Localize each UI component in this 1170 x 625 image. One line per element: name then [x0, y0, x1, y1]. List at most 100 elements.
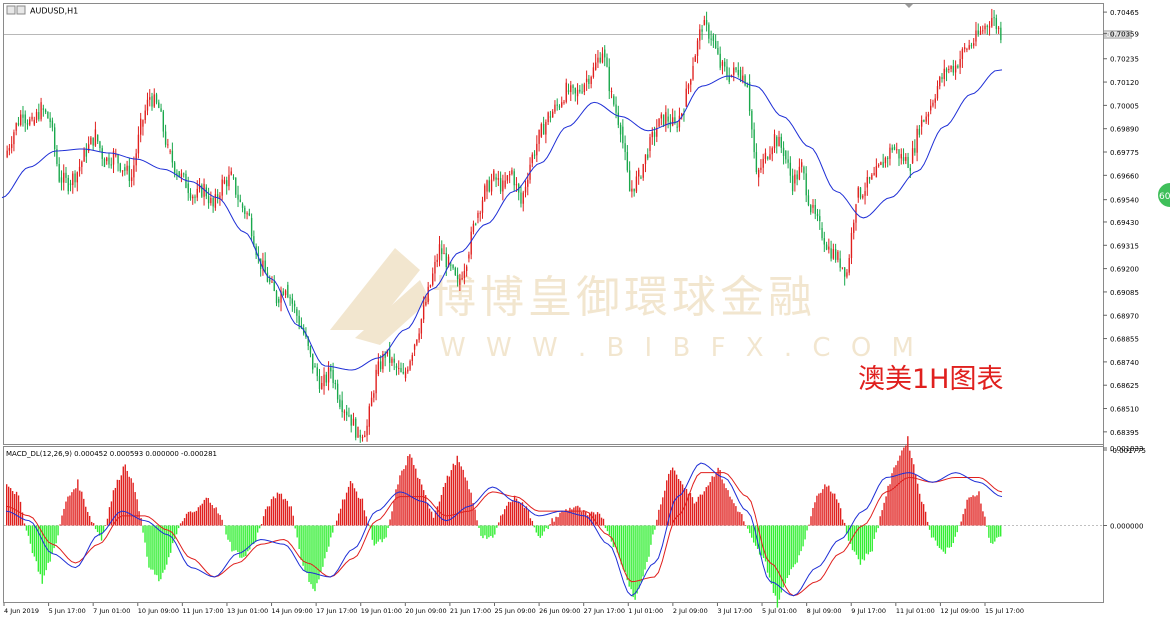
macd-histogram-bar — [484, 525, 486, 536]
macd-histogram-bar — [766, 525, 769, 573]
trade-badge[interactable]: 60 — [1156, 181, 1170, 209]
candle — [588, 74, 590, 89]
candle — [712, 33, 715, 48]
candle-body — [712, 35, 715, 41]
macd-histogram-bar — [35, 525, 38, 562]
candle — [477, 210, 479, 224]
macd-histogram-bar — [146, 525, 148, 557]
watermark-logo-icon — [330, 248, 420, 330]
moving-average-line — [1, 69, 1003, 371]
candle — [493, 169, 495, 182]
candle-body — [103, 158, 106, 168]
macd-histogram-bar — [834, 493, 836, 526]
candle-body — [296, 309, 298, 316]
macd-histogram-bar — [816, 495, 818, 526]
candle-body — [44, 109, 47, 113]
candle — [873, 166, 875, 176]
macd-histogram-bar — [63, 508, 65, 526]
macd-histogram-bar — [158, 525, 160, 582]
candle-body — [549, 116, 552, 118]
macd-histogram-bar — [936, 525, 939, 546]
candle-body — [413, 344, 416, 350]
candle-body — [678, 115, 681, 128]
macd-histogram-bar — [138, 511, 140, 526]
macd-histogram-bar — [950, 525, 953, 547]
macd-histogram-bar — [753, 525, 755, 543]
candle-body — [434, 261, 436, 274]
candle-body — [382, 354, 384, 370]
candle-body — [843, 267, 846, 277]
macd-histogram-bar — [217, 513, 219, 526]
macd-histogram-bar — [322, 525, 324, 567]
candle — [278, 296, 280, 308]
macd-histogram-bar — [122, 466, 124, 526]
candle-body — [241, 203, 244, 208]
candle-body — [583, 84, 586, 93]
macd-histogram-bar — [41, 525, 43, 584]
macd-histogram-bar — [608, 525, 611, 536]
macd-histogram-bar — [555, 516, 557, 526]
candle — [373, 390, 375, 403]
candle — [140, 112, 142, 143]
candle — [171, 142, 174, 168]
macd-histogram-bar — [733, 503, 735, 526]
candle-body — [764, 152, 767, 159]
trade-badge-circle[interactable] — [1156, 181, 1170, 209]
macd-histogram-bar — [6, 484, 8, 526]
candle — [583, 82, 586, 96]
candle-body — [504, 180, 506, 188]
time-tick-label: 7 Jun 01:00 — [93, 607, 130, 615]
macd-histogram-bar — [229, 525, 231, 542]
candle-body — [862, 195, 864, 198]
candle — [393, 353, 395, 371]
candle-body — [986, 25, 988, 27]
candle-body — [671, 117, 674, 126]
candle-body — [952, 65, 955, 73]
candle-body — [235, 177, 237, 195]
candle — [572, 84, 574, 95]
candle-body — [948, 69, 950, 71]
candle-body — [441, 248, 443, 255]
watermark: 博博皇御環球金融 W W W . B I B F X . C O M — [330, 248, 914, 363]
candle — [726, 59, 728, 81]
candle — [690, 78, 692, 93]
macd-histogram-bar — [476, 520, 478, 526]
macd-histogram-bar — [413, 465, 415, 526]
candle-body — [416, 339, 418, 345]
candle — [667, 108, 669, 129]
candle — [44, 108, 47, 115]
price-tick-label: 0.70359 — [1110, 31, 1139, 39]
candle-body — [572, 85, 574, 88]
macd-histogram-bar — [260, 524, 263, 526]
candle — [832, 243, 835, 260]
candle-body — [343, 411, 346, 413]
candle-body — [375, 369, 377, 394]
candle — [74, 170, 76, 188]
candle-body — [923, 120, 925, 122]
candle-body — [201, 185, 203, 197]
scroll-marker-icon[interactable] — [905, 4, 913, 8]
candle-body — [264, 260, 266, 273]
candle-body — [160, 108, 162, 112]
candle — [518, 182, 520, 201]
macd-histogram-bar — [401, 470, 403, 526]
macd-histogram-bar — [751, 525, 753, 538]
candle — [316, 363, 318, 382]
candle-body — [6, 150, 8, 158]
macd-histogram-bar — [73, 489, 75, 526]
macd-histogram-bar — [456, 455, 458, 526]
macd-histogram-bar — [705, 487, 707, 526]
macd-histogram-bar — [231, 525, 233, 552]
candle-body — [368, 406, 370, 427]
candle-body — [393, 358, 395, 363]
macd-histogram-bar — [43, 525, 45, 576]
macd-histogram-bar — [39, 525, 41, 575]
macd-histogram-bar — [152, 525, 154, 570]
candle-body — [359, 434, 361, 438]
candle — [536, 135, 538, 162]
candle-body — [212, 198, 214, 207]
candle-body — [352, 418, 355, 426]
macd-histogram-bar — [970, 497, 972, 526]
macd-histogram-bar — [61, 515, 63, 526]
